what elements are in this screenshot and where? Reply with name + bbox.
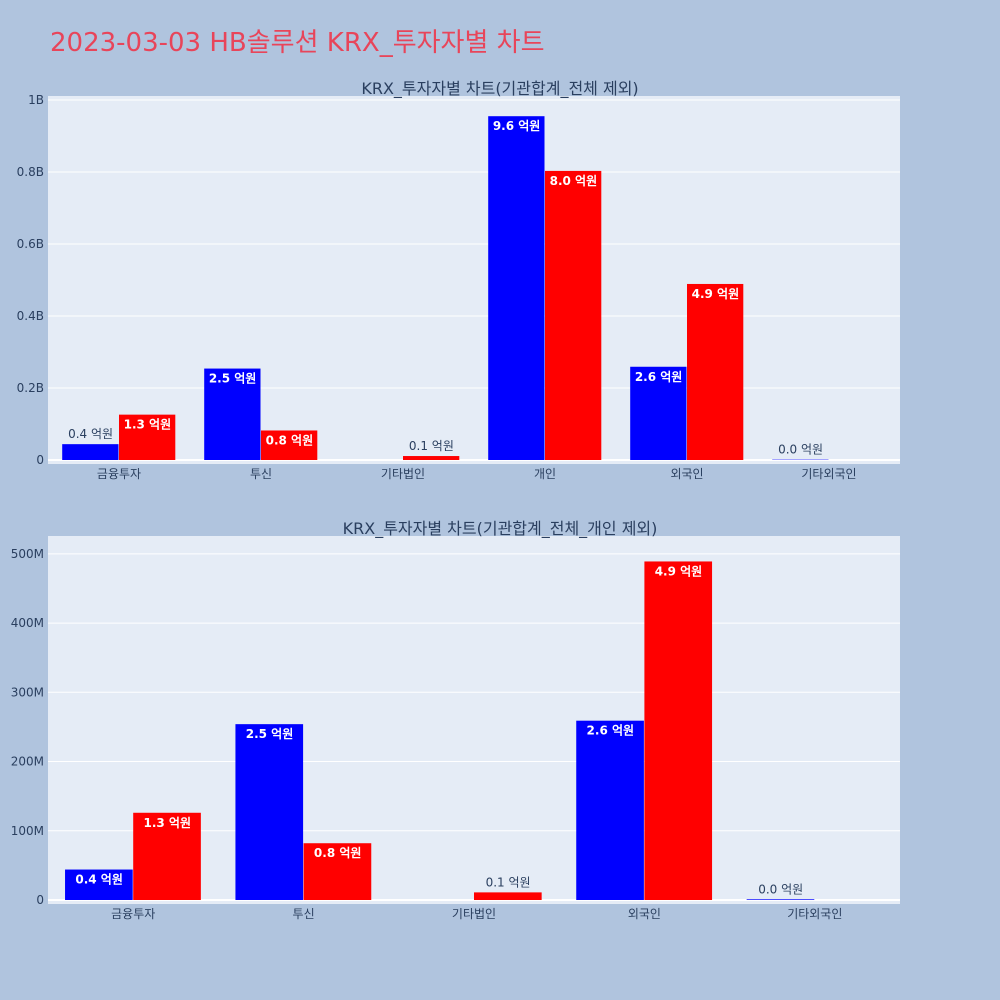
bar — [119, 414, 176, 460]
data-label: 0.0 억원 — [778, 443, 823, 457]
x-tick-label: 개인 — [534, 467, 556, 481]
data-label: 2.6 억원 — [635, 370, 683, 384]
data-label: 1.3 억원 — [144, 816, 192, 830]
data-label: 4.9 억원 — [692, 287, 740, 301]
y-tick-label: 400M — [11, 616, 44, 630]
page-title: 2023-03-03 HB솔루션 KRX_투자자별 차트 — [50, 28, 545, 58]
chart-bottom: 0 100M 200M 300M 400M 500M KRX_투자자별 차트(기관합계_전체… — [11, 519, 900, 921]
bar — [261, 430, 318, 460]
data-label: 0.1 억원 — [409, 439, 454, 453]
data-label: 0.4 억원 — [75, 873, 123, 887]
data-label: 4.9 억원 — [655, 564, 703, 578]
bar — [204, 368, 261, 460]
data-label: 8.0 억원 — [550, 174, 598, 188]
x-tick-label: 기타외국인 — [801, 467, 856, 481]
y-tick-label: 0 — [36, 893, 44, 907]
y-tick-label: 500M — [11, 547, 44, 561]
x-tick-label: 투신 — [250, 467, 272, 481]
data-label: 0.0 억원 — [758, 882, 803, 896]
y-tick-label: 300M — [11, 685, 44, 699]
bar — [235, 724, 304, 900]
data-label: 0.8 억원 — [314, 846, 362, 860]
x-tick-label: 기타법인 — [452, 907, 496, 921]
data-label: 0.4 억원 — [68, 427, 113, 441]
bar — [687, 283, 744, 460]
y-tick-label: 0.2B — [17, 381, 44, 395]
data-label: 0.8 억원 — [266, 433, 314, 447]
y-tick-label: 0.8B — [17, 165, 44, 179]
x-tick-label: 외국인 — [670, 467, 703, 481]
bar — [303, 843, 372, 900]
plot-area — [48, 96, 900, 464]
y-tick-label: 0 — [36, 453, 44, 467]
x-tick-label: 금융투자 — [97, 467, 141, 481]
chart-top: 0 0.2B 0.4B 0.6B 0.8B 1B KRX_투자자별 차트(기관합계_전체 제… — [17, 79, 900, 481]
bar — [576, 720, 644, 900]
data-label: 2.5 억원 — [209, 372, 257, 386]
y-tick-label: 1B — [28, 93, 44, 107]
x-tick-label: 외국인 — [628, 907, 661, 921]
bar — [403, 456, 460, 460]
x-tick-label: 기타외국인 — [787, 907, 842, 921]
x-tick-label: 투신 — [293, 907, 315, 921]
bar — [746, 899, 815, 900]
data-label: 0.1 억원 — [486, 875, 531, 889]
chart-title: KRX_투자자별 차트(기관합계_전체_개인 제외) — [343, 519, 658, 539]
y-tick-label: 100M — [11, 824, 44, 838]
data-label: 9.6 억원 — [493, 119, 541, 133]
x-tick-label: 기타법인 — [381, 467, 425, 481]
x-tick-label: 금융투자 — [111, 907, 155, 921]
y-tick-label: 0.6B — [17, 237, 44, 251]
data-label: 1.3 억원 — [124, 418, 172, 432]
bar — [474, 892, 542, 900]
bar — [65, 869, 133, 900]
bar — [644, 561, 713, 900]
y-tick-label: 200M — [11, 755, 44, 769]
bar — [630, 366, 687, 460]
bar — [62, 444, 119, 460]
data-label: 2.5 억원 — [246, 727, 294, 741]
bar — [133, 812, 201, 900]
bar — [488, 116, 545, 460]
data-label: 2.6 억원 — [587, 724, 635, 738]
y-tick-label: 0.4B — [17, 309, 44, 323]
bar — [545, 170, 602, 461]
chart-title: KRX_투자자별 차트(기관합계_전체 제외) — [361, 79, 638, 99]
